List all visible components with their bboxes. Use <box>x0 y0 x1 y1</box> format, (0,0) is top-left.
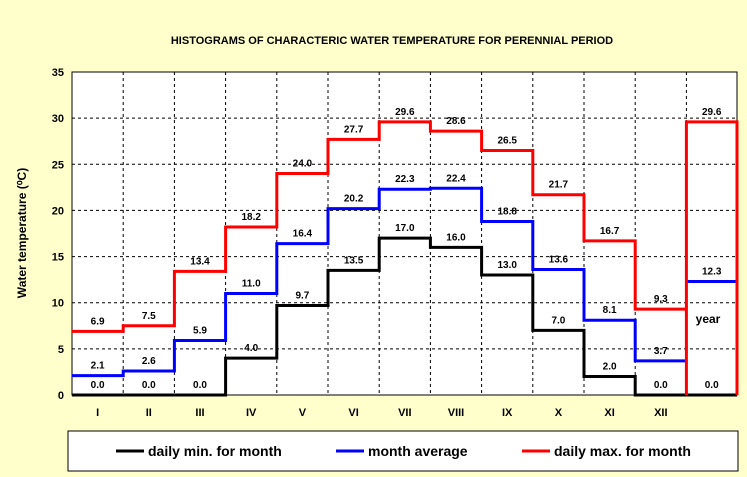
annual-bar <box>684 120 739 395</box>
data-label: 9.3 <box>654 294 668 305</box>
data-label: 21.7 <box>549 180 569 191</box>
data-label: 18.8 <box>497 207 517 218</box>
y-tick-label: 30 <box>52 113 64 125</box>
x-tick-label: XI <box>604 407 614 419</box>
legend: daily min. for month month average daily m… <box>116 443 691 459</box>
legend-label: daily max. for month <box>554 443 691 459</box>
data-label: 13.6 <box>549 254 569 265</box>
legend-label: daily min. for month <box>148 443 282 459</box>
series-layer <box>72 120 739 397</box>
data-label: 17.0 <box>395 223 415 234</box>
data-label: 2.6 <box>142 356 156 367</box>
x-tick-label: XII <box>654 407 667 419</box>
x-tick-label: VI <box>348 407 358 419</box>
x-tick-label: II <box>146 407 152 419</box>
chart-title: HISTOGRAMS OF CHARACTERIC WATER TEMPERAT… <box>171 35 613 47</box>
x-tick-label: I <box>96 407 99 419</box>
series-line <box>72 120 687 333</box>
data-label: 0.0 <box>91 380 105 391</box>
legend-box <box>67 430 739 472</box>
data-label: 16.4 <box>293 229 313 240</box>
grid-layer <box>72 72 737 395</box>
data-label: 16.7 <box>600 226 620 237</box>
data-label-annual: 12.3 <box>702 266 722 277</box>
data-label: 3.7 <box>654 346 668 357</box>
y-tick-label: 0 <box>58 390 64 402</box>
data-label-layer: 0.0 0.0 0.0 4.0 9.7 13.5 17.0 16.0 13.0 7.0 2.0 0.0… <box>91 107 722 391</box>
data-label: 6.9 <box>91 316 105 327</box>
series-line <box>72 236 687 397</box>
x-tick-label: IX <box>502 407 513 419</box>
x-tick-label: III <box>195 407 204 419</box>
data-label: 8.1 <box>603 305 617 316</box>
data-label: 28.6 <box>446 116 466 127</box>
data-label: 7.5 <box>142 311 156 322</box>
y-axis-title: Water temperature (⁰C) <box>15 168 29 298</box>
x-tick-label: IV <box>246 407 257 419</box>
data-label: 13.4 <box>190 256 210 267</box>
data-label: 26.5 <box>497 135 517 146</box>
data-label: 11.0 <box>242 278 261 289</box>
data-label: 0.0 <box>654 380 668 391</box>
data-label: 0.0 <box>142 380 156 391</box>
data-label: 22.3 <box>395 174 415 185</box>
data-label: 4.0 <box>244 343 258 354</box>
data-label: 13.5 <box>344 255 364 266</box>
data-label-annual: 0.0 <box>705 380 719 391</box>
y-tick-label: 15 <box>52 252 64 264</box>
data-label: 24.0 <box>293 159 313 170</box>
data-label: 7.0 <box>551 315 565 326</box>
data-label: 0.0 <box>193 380 207 391</box>
y-tick-label: 5 <box>58 344 64 356</box>
data-label: 9.7 <box>295 290 309 301</box>
data-label: 20.2 <box>344 194 364 205</box>
x-tick-label: V <box>299 407 307 419</box>
data-label: 22.4 <box>446 173 466 184</box>
y-tick-label: 10 <box>52 298 64 310</box>
data-label: 16.0 <box>446 232 466 243</box>
data-label: 27.7 <box>344 124 364 135</box>
y-tick-label: 25 <box>52 159 64 171</box>
year-label: year <box>696 312 721 326</box>
legend-label: month average <box>368 443 468 459</box>
y-tick-label: 35 <box>52 67 64 79</box>
x-tick-label: VIII <box>448 407 465 419</box>
data-label-annual: 29.6 <box>702 107 722 118</box>
x-tick-label: VII <box>398 407 411 419</box>
x-tick-label: X <box>555 407 563 419</box>
data-label: 29.6 <box>395 107 415 118</box>
series-line <box>72 186 687 378</box>
data-label: 13.0 <box>497 260 517 271</box>
data-label: 2.1 <box>91 361 105 372</box>
data-label: 5.9 <box>193 326 207 337</box>
data-label: 2.0 <box>603 362 617 373</box>
data-label: 18.2 <box>241 212 261 223</box>
y-tick-label: 20 <box>52 205 64 217</box>
